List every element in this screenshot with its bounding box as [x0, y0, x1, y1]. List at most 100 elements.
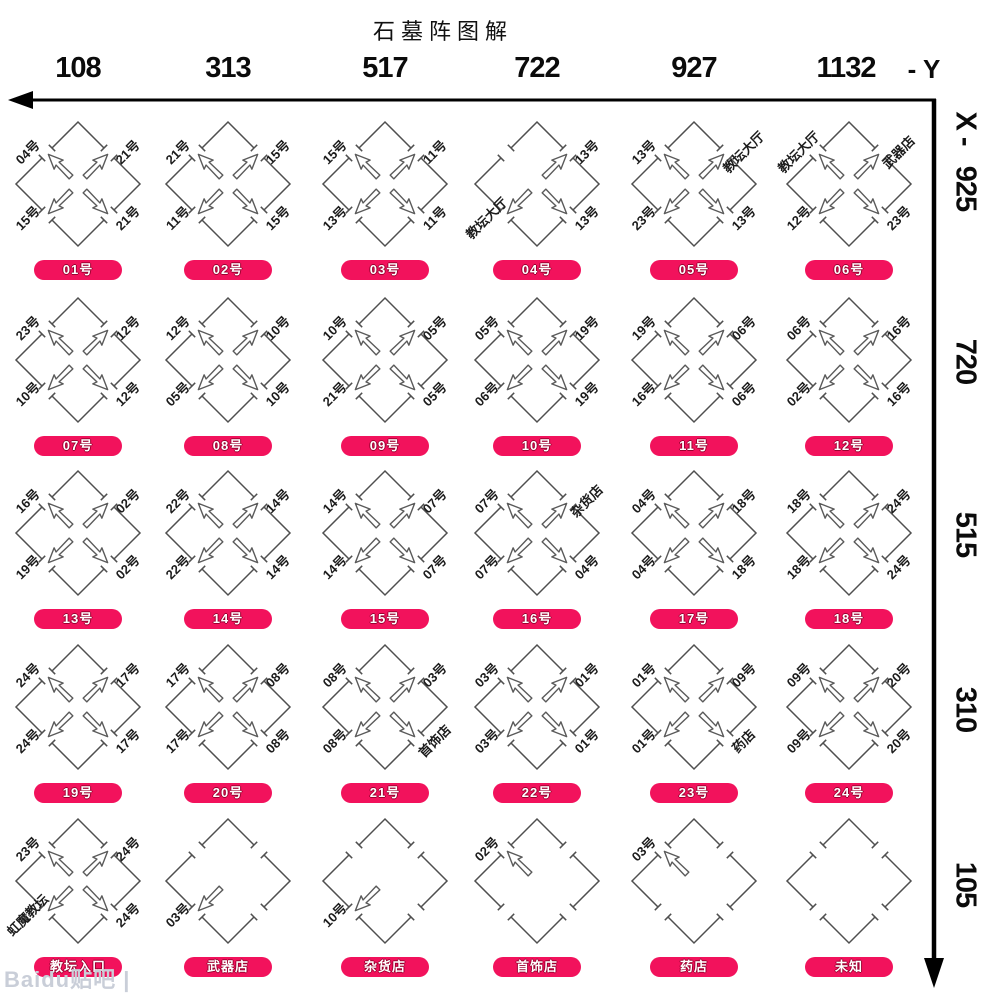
room-number-badge: 药店 [650, 957, 738, 977]
arrow-southwest-icon [663, 188, 690, 215]
room-cell: 22号 14号 22号 14号 14号 [153, 463, 303, 633]
diamond-outline [164, 643, 292, 771]
arrow-southwest-icon [663, 364, 690, 391]
diamond-room-icon [785, 817, 913, 945]
direction-arrows [663, 153, 725, 215]
arrow-northwest-icon [354, 153, 381, 180]
direction-arrows [818, 676, 880, 738]
direction-arrows [197, 329, 259, 391]
direction-arrows [506, 502, 568, 564]
arrow-northwest-icon [354, 676, 381, 703]
arrow-northeast-icon [853, 676, 880, 703]
direction-arrows [197, 153, 259, 215]
arrow-southwest-icon [506, 188, 533, 215]
room-cell: 04号 18号 04号 18号 17号 [619, 463, 769, 633]
arrow-southeast-icon [82, 537, 109, 564]
arrow-southeast-icon [82, 188, 109, 215]
arrow-southeast-icon [853, 537, 880, 564]
room-number-badge: 12号 [805, 436, 893, 456]
arrow-southwest-icon [47, 885, 74, 912]
diamond-room-icon [785, 296, 913, 424]
arrow-northeast-icon [82, 850, 109, 877]
room-cell: 19号 06号 16号 06号 11号 [619, 290, 769, 460]
room-cell: 05号 19号 06号 19号 10号 [462, 290, 612, 460]
arrow-northwest-icon [354, 502, 381, 529]
arrow-northwest-icon [47, 502, 74, 529]
room-cell: 17号 08号 17号 08号 20号 [153, 637, 303, 807]
room-number-badge: 10号 [493, 436, 581, 456]
arrow-northwest-icon [197, 329, 224, 356]
x-axis-tick: 1132 [816, 52, 877, 84]
arrow-southeast-icon [232, 537, 259, 564]
direction-arrows [47, 850, 109, 912]
diamond-room-icon [164, 643, 292, 771]
room-number-badge: 17号 [650, 609, 738, 629]
room-cell: 24号 17号 24号 17号 19号 [3, 637, 153, 807]
room-number-badge: 08号 [184, 436, 272, 456]
diamond-room-icon [785, 120, 913, 248]
direction-arrows [818, 502, 880, 564]
room-cell: 03号 药店 [619, 811, 769, 981]
arrow-southeast-icon [698, 364, 725, 391]
room-cell: 10号 05号 21号 05号 09号 [310, 290, 460, 460]
diamond-outline [785, 469, 913, 597]
arrow-southwest-icon [818, 364, 845, 391]
direction-arrows [197, 885, 224, 912]
diamond-room-icon [473, 469, 601, 597]
arrow-southeast-icon [389, 188, 416, 215]
diamond-room-icon [164, 469, 292, 597]
diamond-outline [14, 643, 142, 771]
arrow-southwest-icon [47, 711, 74, 738]
arrow-northwest-icon [663, 502, 690, 529]
diamond-room-icon [164, 120, 292, 248]
diamond-room-icon [630, 817, 758, 945]
diamond-room-icon [321, 817, 449, 945]
arrow-southwest-icon [663, 711, 690, 738]
arrow-southeast-icon [82, 885, 109, 912]
arrow-southwest-icon [354, 711, 381, 738]
room-cell: 23号 24号 虹魔教坛 24号 教坛入口 [3, 811, 153, 981]
arrow-northeast-icon [541, 502, 568, 529]
arrow-northeast-icon [82, 676, 109, 703]
direction-arrows [47, 153, 109, 215]
diamond-outline [473, 817, 601, 945]
room-number-badge: 15号 [341, 609, 429, 629]
arrow-southeast-icon [853, 188, 880, 215]
arrow-southeast-icon [232, 711, 259, 738]
room-cell: 15号 11号 13号 11号 03号 [310, 114, 460, 284]
room-number-badge: 05号 [650, 260, 738, 280]
arrow-southwest-icon [354, 537, 381, 564]
room-number-badge: 19号 [34, 783, 122, 803]
arrow-northwest-icon [197, 153, 224, 180]
diamond-room-icon [321, 120, 449, 248]
diamond-outline [785, 120, 913, 248]
arrow-northwest-icon [818, 676, 845, 703]
arrow-northwest-icon [47, 153, 74, 180]
arrow-northwest-icon [197, 502, 224, 529]
arrow-northeast-icon [853, 502, 880, 529]
diamond-room-icon [630, 296, 758, 424]
room-cell: 09号 20号 09号 20号 24号 [774, 637, 924, 807]
room-cell: 18号 24号 18号 24号 18号 [774, 463, 924, 633]
room-cell: 10号 杂货店 [310, 811, 460, 981]
room-number-badge: 04号 [493, 260, 581, 280]
room-number-badge: 18号 [805, 609, 893, 629]
arrow-southeast-icon [541, 537, 568, 564]
diamond-outline [630, 296, 758, 424]
direction-arrows [506, 329, 568, 391]
room-cell: 未知 [774, 811, 924, 981]
arrow-southwest-icon [197, 711, 224, 738]
room-number-badge: 23号 [650, 783, 738, 803]
direction-arrows [354, 885, 381, 912]
x-axis-tick: 517 [362, 52, 408, 84]
arrow-southeast-icon [541, 188, 568, 215]
diamond-room-icon [473, 643, 601, 771]
arrow-southeast-icon [698, 188, 725, 215]
room-number-badge: 03号 [341, 260, 429, 280]
arrow-northwest-icon [506, 676, 533, 703]
arrow-southwest-icon [197, 364, 224, 391]
diamond-room-icon [14, 817, 142, 945]
arrow-northeast-icon [389, 502, 416, 529]
arrow-southeast-icon [389, 364, 416, 391]
